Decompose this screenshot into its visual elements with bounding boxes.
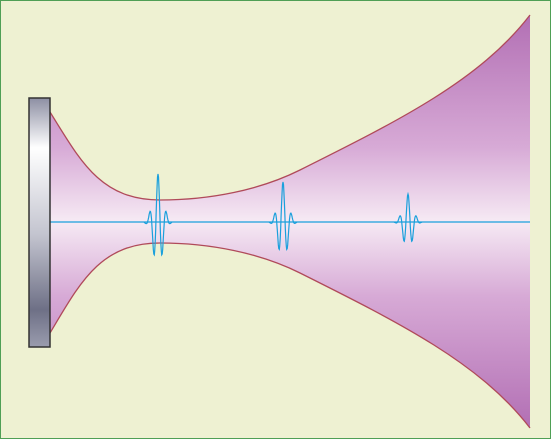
mirror xyxy=(29,98,50,347)
diagram xyxy=(0,0,551,439)
